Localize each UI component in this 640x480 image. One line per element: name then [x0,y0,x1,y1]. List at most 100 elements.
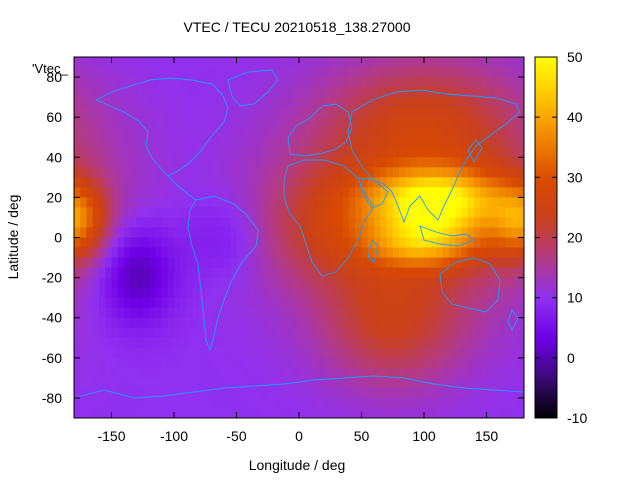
heatmap-cell [417,97,425,108]
heatmap-cell [242,317,250,329]
heatmap-cell [424,177,431,188]
heatmap-cell [392,407,400,418]
heatmap-cell [136,217,144,229]
heatmap-cell [242,247,250,259]
heatmap-cell [136,77,144,88]
heatmap-cell [142,407,150,418]
heatmap-cell [442,167,450,178]
heatmap-cell [330,247,338,259]
heatmap-cell [99,217,106,229]
heatmap-cell [399,207,406,219]
heatmap-cell [511,387,519,399]
heatmap-cell [267,337,275,349]
heatmap-cell [486,307,494,319]
heatmap-cell [455,57,463,68]
heatmap-cell [167,317,175,329]
heatmap-cell [167,357,175,369]
heatmap-cell [505,207,513,219]
heatmap-cell [436,187,444,198]
heatmap-cell [280,257,288,269]
heatmap-cell [455,227,463,239]
heatmap-cell [461,177,469,188]
heatmap-cell [180,217,188,229]
heatmap-cell [192,67,200,78]
heatmap-cell [411,127,419,138]
heatmap-cell [142,247,150,259]
heatmap-cell [367,377,375,389]
heatmap-cell [117,157,125,168]
heatmap-cell [161,67,169,78]
heatmap-cell [142,147,150,158]
heatmap-cell [261,97,269,108]
heatmap-cell [349,337,356,349]
heatmap-cell [424,267,431,279]
heatmap-cell [417,157,425,168]
heatmap-cell [349,237,356,249]
heatmap-cell [492,317,500,329]
heatmap-cell [124,257,131,269]
heatmap-cell [92,327,100,339]
heatmap-cell [255,237,263,249]
heatmap-cell [411,67,419,78]
heatmap-cell [255,377,263,389]
heatmap-cell [130,87,138,98]
heatmap-cell [267,367,275,379]
heatmap-cell [74,57,81,68]
heatmap-cell [286,117,294,128]
heatmap-cell [205,237,213,249]
heatmap-cell [336,297,344,309]
heatmap-cell [205,217,213,229]
heatmap-cell [505,147,513,158]
heatmap-cell [511,247,519,259]
heatmap-cell [355,237,363,249]
heatmap-cell [424,247,431,259]
heatmap-cell [80,187,88,198]
heatmap-cell [417,357,425,369]
heatmap-cell [392,267,400,279]
heatmap-cell [161,177,169,188]
heatmap-cell [249,377,256,389]
heatmap-cell [155,57,163,68]
heatmap-cell [455,127,463,138]
heatmap-cell [411,137,419,148]
coastline-arabia [357,177,389,209]
heatmap-cell [92,307,100,319]
heatmap-cell [517,317,524,329]
heatmap-cell [255,217,263,229]
heatmap-cell [330,277,338,289]
heatmap-cell [436,197,444,209]
heatmap-cell [199,187,206,198]
heatmap-cell [399,227,406,239]
heatmap-cell [192,167,200,178]
heatmap-cell [392,207,400,219]
heatmap-cell [417,67,425,78]
heatmap-cell [324,87,331,98]
heatmap-cell [349,97,356,108]
heatmap-cell [405,407,413,418]
heatmap-cell [205,307,213,319]
heatmap-cell [480,207,488,219]
heatmap-cell [492,387,500,399]
heatmap-cell [480,127,488,138]
heatmap-cell [211,167,219,178]
heatmap-cell [517,237,524,249]
heatmap-cell [236,127,244,138]
heatmap-cell [355,337,363,349]
heatmap-cell [480,317,488,329]
heatmap-cell [367,287,375,299]
heatmap-cell [255,367,263,379]
heatmap-cell [124,77,131,88]
heatmap-cell [492,207,500,219]
heatmap-cell [92,277,100,289]
heatmap-cell [499,207,506,219]
heatmap-cell [274,247,281,259]
heatmap-cell [261,397,269,409]
heatmap-cell [117,67,125,78]
heatmap-cell [449,67,456,78]
heatmap-cell [405,307,413,319]
heatmap-cell [349,87,356,98]
heatmap-cell [474,327,481,339]
heatmap-cell [492,197,500,209]
heatmap-cell [274,267,281,279]
heatmap-cell [92,147,100,158]
